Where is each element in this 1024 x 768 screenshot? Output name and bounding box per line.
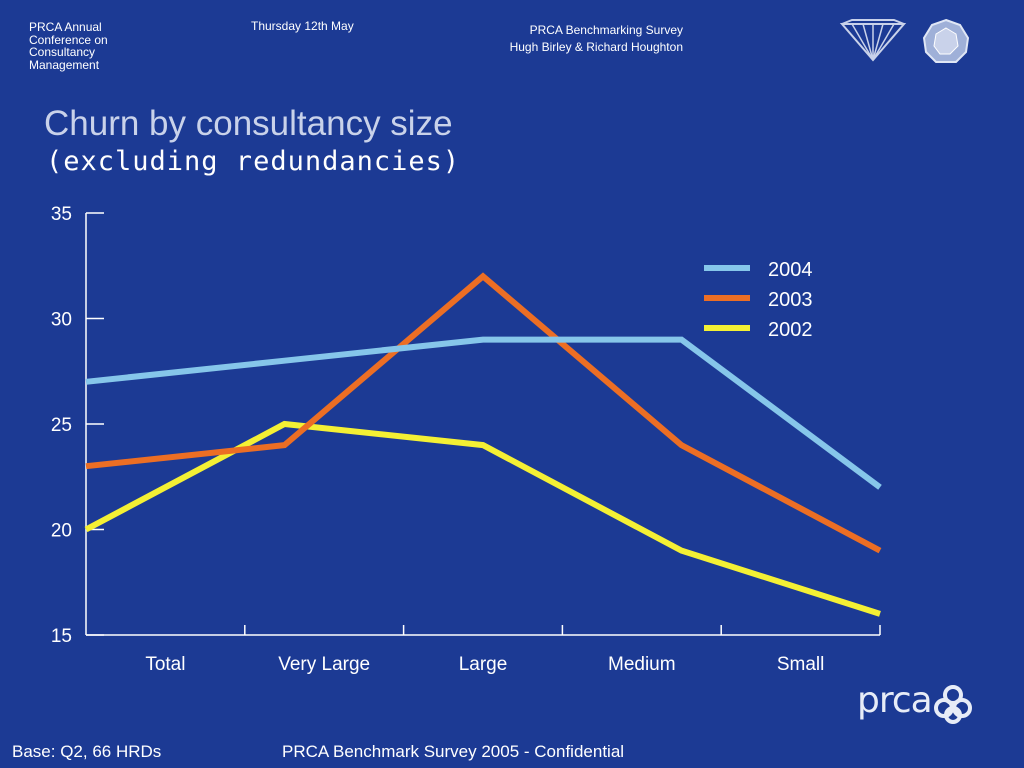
survey-authors: Hugh Birley & Richard Houghton [509,40,683,54]
x-tick-label: Total [145,654,185,675]
prca-rings-icon [934,685,972,724]
survey-title: PRCA Benchmarking Survey [529,23,683,37]
x-tick-label: Very Large [278,654,370,675]
gem-icon [922,18,970,63]
legend-label-2004: 2004 [768,259,813,281]
x-tick-label: Large [459,654,508,675]
survey-credit: PRCA Benchmarking Survey Hugh Birley & R… [440,22,683,56]
legend-label-2002: 2002 [768,319,813,341]
series-line-2003 [85,272,882,554]
prca-logo-text: prca [857,680,933,721]
chart-title: Churn by consultancy size [44,104,453,143]
series-line-2002 [84,420,881,617]
chart-subtitle: (excluding redundancies) [46,146,461,177]
series-line-2004 [85,336,882,490]
diamond-icon [839,19,907,62]
footer-confidential: PRCA Benchmark Survey 2005 - Confidentia… [282,742,625,761]
prca-logo: prca [857,680,977,726]
y-tick-label: 35 [51,204,72,225]
conference-label: PRCA Annual Conference on Consultancy Ma… [29,20,108,72]
date-label: Thursday 12th May [251,19,354,33]
y-tick-label: 15 [51,626,72,647]
y-tick-label: 30 [51,310,72,331]
x-tick-label: Small [777,654,825,675]
footer-base: Base: Q2, 66 HRDs [12,742,162,761]
legend-label-2003: 2003 [768,289,813,311]
x-tick-label: Medium [608,654,676,675]
y-tick-label: 20 [51,521,72,542]
y-tick-label: 25 [51,415,72,436]
